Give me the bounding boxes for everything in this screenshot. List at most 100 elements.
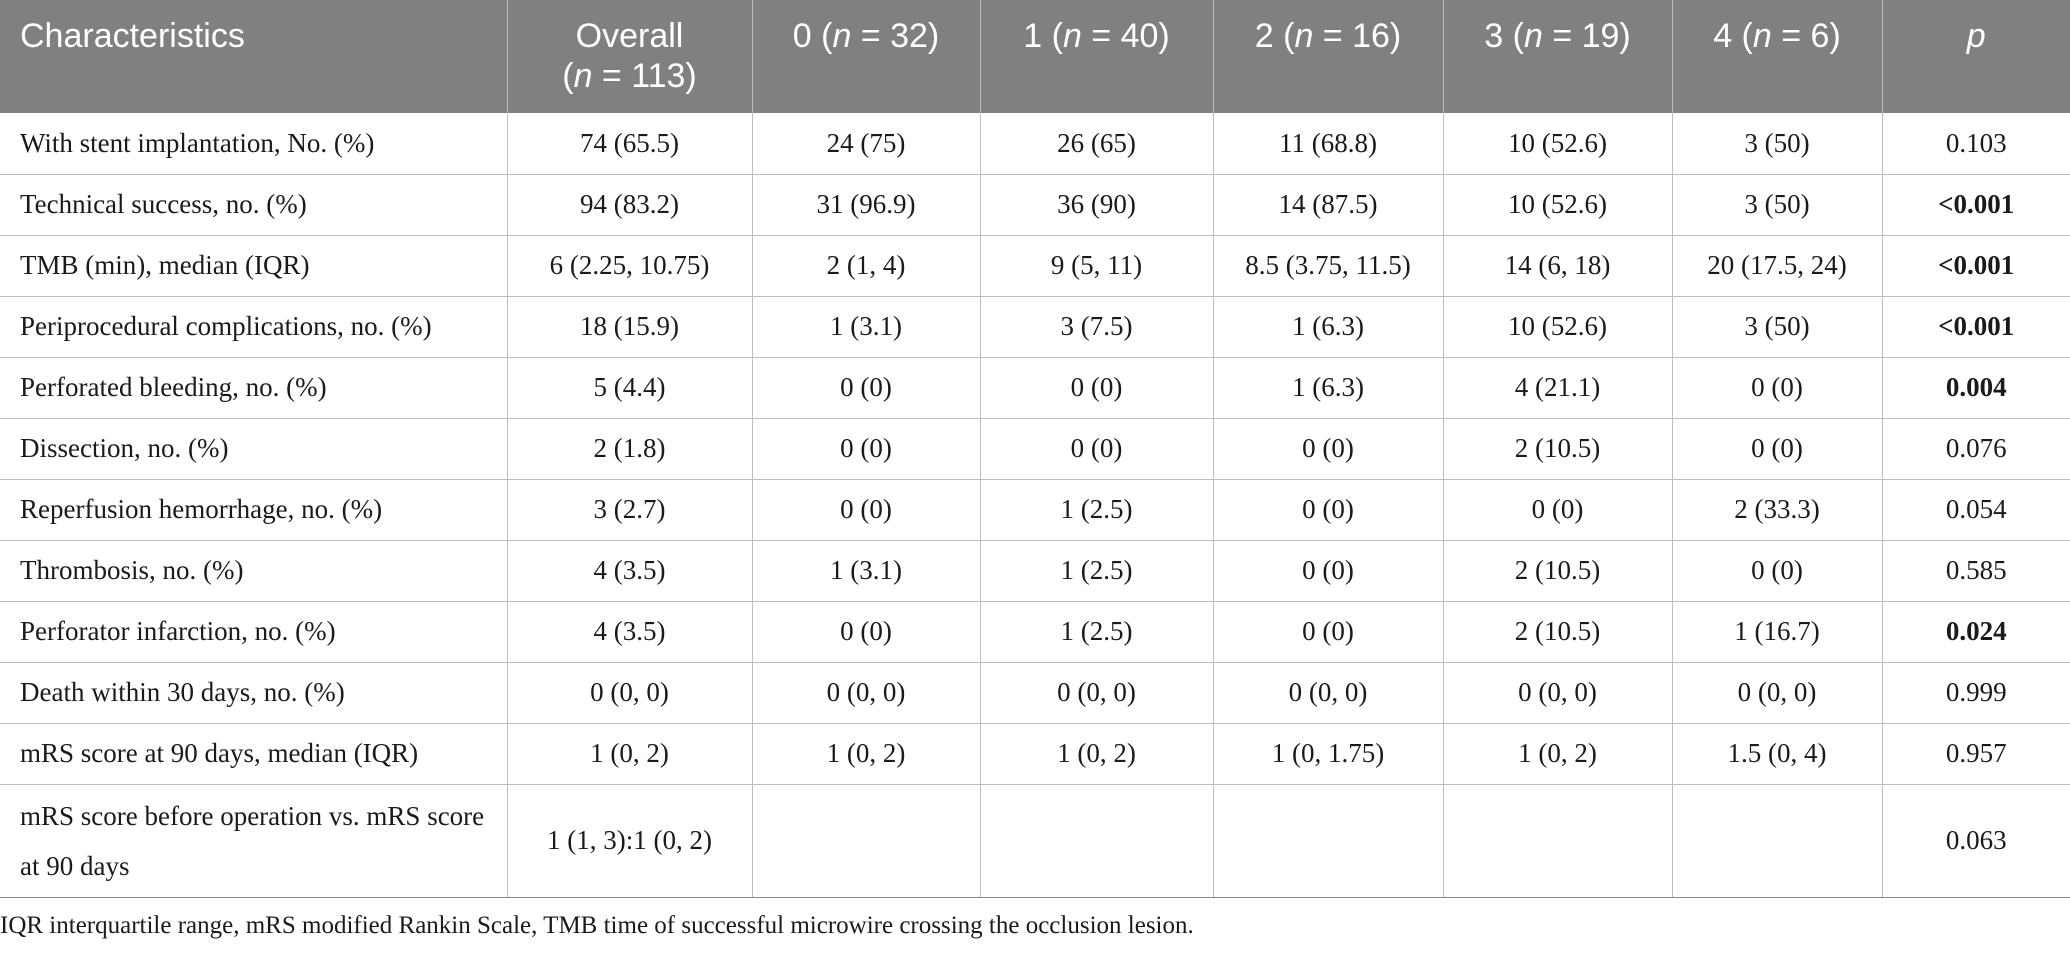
- cell-group-3: 4 (21.1): [1442, 357, 1672, 419]
- cell-group-0: 0 (0, 0): [751, 662, 980, 724]
- cell-overall: 4 (3.5): [506, 601, 752, 663]
- cell-p-value: 0.024: [1881, 601, 2070, 663]
- cell-group-1: 9 (5, 11): [979, 235, 1213, 297]
- header-p-value: p: [1881, 0, 2070, 113]
- cell-group-3: 2 (10.5): [1442, 418, 1672, 480]
- cell-overall: 4 (3.5): [506, 540, 752, 602]
- cell-group-2: 1 (6.3): [1212, 296, 1443, 358]
- table-row: Reperfusion hemorrhage, no. (%) 3 (2.7) 0 …: [0, 479, 2070, 541]
- cell-group-1: 1 (2.5): [979, 540, 1213, 602]
- cell-group-3: 10 (52.6): [1442, 113, 1672, 175]
- cell-group-4: 3 (50): [1671, 113, 1882, 175]
- cell-group-0: 1 (3.1): [751, 296, 980, 358]
- cell-group-0: 0 (0): [751, 479, 980, 541]
- cell-group-0: 0 (0): [751, 418, 980, 480]
- cell-group-1: 1 (0, 2): [979, 723, 1213, 785]
- results-table: Characteristics Overall (n = 113) 0 (n = …: [0, 0, 2070, 898]
- cell-group-0: 1 (3.1): [751, 540, 980, 602]
- cell-group-1: 1 (2.5): [979, 479, 1213, 541]
- cell-group-4: 0 (0): [1671, 418, 1882, 480]
- table-row: Perforator infarction, no. (%) 4 (3.5) 0 (…: [0, 601, 2070, 663]
- cell-group-2: 11 (68.8): [1212, 113, 1443, 175]
- cell-overall: 1 (0, 2): [506, 723, 752, 785]
- cell-group-1: 26 (65): [979, 113, 1213, 175]
- table-row: Dissection, no. (%) 2 (1.8) 0 (0) 0 (0) 0 (0…: [0, 418, 2070, 480]
- cell-group-2: 0 (0, 0): [1212, 662, 1443, 724]
- cell-group-3: 2 (10.5): [1442, 601, 1672, 663]
- table-row: Perforated bleeding, no. (%) 5 (4.4) 0 (0)…: [0, 357, 2070, 419]
- cell-p-value: 0.585: [1881, 540, 2070, 602]
- table-row: mRS score before operation vs. mRS score…: [0, 784, 2070, 898]
- cell-group-0: 0 (0): [751, 601, 980, 663]
- row-label: Periprocedural complications, no. (%): [0, 296, 507, 358]
- cell-group-3: 0 (0, 0): [1442, 662, 1672, 724]
- cell-group-0: 24 (75): [751, 113, 980, 175]
- cell-group-1: 3 (7.5): [979, 296, 1213, 358]
- table-row: TMB (min), median (IQR) 6 (2.25, 10.75) 2 …: [0, 235, 2070, 297]
- header-group-4: 4 (n = 6): [1671, 0, 1882, 113]
- cell-group-2: 0 (0): [1212, 479, 1443, 541]
- row-label: mRS score before operation vs. mRS score…: [0, 784, 507, 898]
- cell-group-1: 36 (90): [979, 174, 1213, 236]
- cell-group-4: [1671, 784, 1882, 898]
- cell-p-value: <0.001: [1881, 296, 2070, 358]
- cell-p-value: 0.999: [1881, 662, 2070, 724]
- row-label: Thrombosis, no. (%): [0, 540, 507, 602]
- cell-group-1: 1 (2.5): [979, 601, 1213, 663]
- cell-group-4: 3 (50): [1671, 296, 1882, 358]
- cell-p-value: 0.957: [1881, 723, 2070, 785]
- cell-group-3: 2 (10.5): [1442, 540, 1672, 602]
- cell-group-4: 2 (33.3): [1671, 479, 1882, 541]
- cell-p-value: 0.103: [1881, 113, 2070, 175]
- cell-overall: 0 (0, 0): [506, 662, 752, 724]
- cell-group-2: 0 (0): [1212, 601, 1443, 663]
- row-label: Death within 30 days, no. (%): [0, 662, 507, 724]
- table-header-row: Characteristics Overall (n = 113) 0 (n = …: [0, 0, 2070, 113]
- cell-overall: 94 (83.2): [506, 174, 752, 236]
- cell-overall: 1 (1, 3):1 (0, 2): [506, 784, 752, 898]
- cell-group-2: 0 (0): [1212, 418, 1443, 480]
- table-row: Thrombosis, no. (%) 4 (3.5) 1 (3.1) 1 (2.5)…: [0, 540, 2070, 602]
- row-label: With stent implantation, No. (%): [0, 113, 507, 175]
- cell-group-0: 2 (1, 4): [751, 235, 980, 297]
- cell-group-1: 0 (0): [979, 357, 1213, 419]
- cell-group-0: [751, 784, 980, 898]
- cell-p-value: <0.001: [1881, 235, 2070, 297]
- cell-group-3: 1 (0, 2): [1442, 723, 1672, 785]
- cell-group-4: 0 (0): [1671, 540, 1882, 602]
- cell-group-2: 1 (0, 1.75): [1212, 723, 1443, 785]
- cell-group-2: [1212, 784, 1443, 898]
- cell-group-0: 1 (0, 2): [751, 723, 980, 785]
- header-group-0: 0 (n = 32): [751, 0, 980, 113]
- table-row: Technical success, no. (%) 94 (83.2) 31 (9…: [0, 174, 2070, 236]
- cell-overall: 3 (2.7): [506, 479, 752, 541]
- cell-group-4: 20 (17.5, 24): [1671, 235, 1882, 297]
- row-label: Perforated bleeding, no. (%): [0, 357, 507, 419]
- row-label: Technical success, no. (%): [0, 174, 507, 236]
- cell-group-3: 0 (0): [1442, 479, 1672, 541]
- cell-overall: 2 (1.8): [506, 418, 752, 480]
- cell-group-0: 31 (96.9): [751, 174, 980, 236]
- header-group-1: 1 (n = 40): [979, 0, 1213, 113]
- cell-group-2: 8.5 (3.75, 11.5): [1212, 235, 1443, 297]
- cell-p-value: 0.004: [1881, 357, 2070, 419]
- table-row: Death within 30 days, no. (%) 0 (0, 0) 0 (…: [0, 662, 2070, 724]
- table-footnote: IQR interquartile range, mRS modified Ra…: [0, 912, 1194, 939]
- cell-group-2: 14 (87.5): [1212, 174, 1443, 236]
- cell-overall: 74 (65.5): [506, 113, 752, 175]
- header-characteristics: Characteristics: [0, 0, 507, 113]
- table-row: Periprocedural complications, no. (%) 18 …: [0, 296, 2070, 358]
- row-label: Dissection, no. (%): [0, 418, 507, 480]
- cell-group-1: 0 (0, 0): [979, 662, 1213, 724]
- cell-group-0: 0 (0): [751, 357, 980, 419]
- cell-group-4: 0 (0): [1671, 357, 1882, 419]
- header-overall: Overall (n = 113): [506, 0, 752, 113]
- cell-group-3: 10 (52.6): [1442, 174, 1672, 236]
- row-label: Reperfusion hemorrhage, no. (%): [0, 479, 507, 541]
- row-label: TMB (min), median (IQR): [0, 235, 507, 297]
- cell-p-value: 0.054: [1881, 479, 2070, 541]
- table-row: mRS score at 90 days, median (IQR) 1 (0, …: [0, 723, 2070, 785]
- cell-group-3: [1442, 784, 1672, 898]
- cell-group-4: 1 (16.7): [1671, 601, 1882, 663]
- cell-group-4: 1.5 (0, 4): [1671, 723, 1882, 785]
